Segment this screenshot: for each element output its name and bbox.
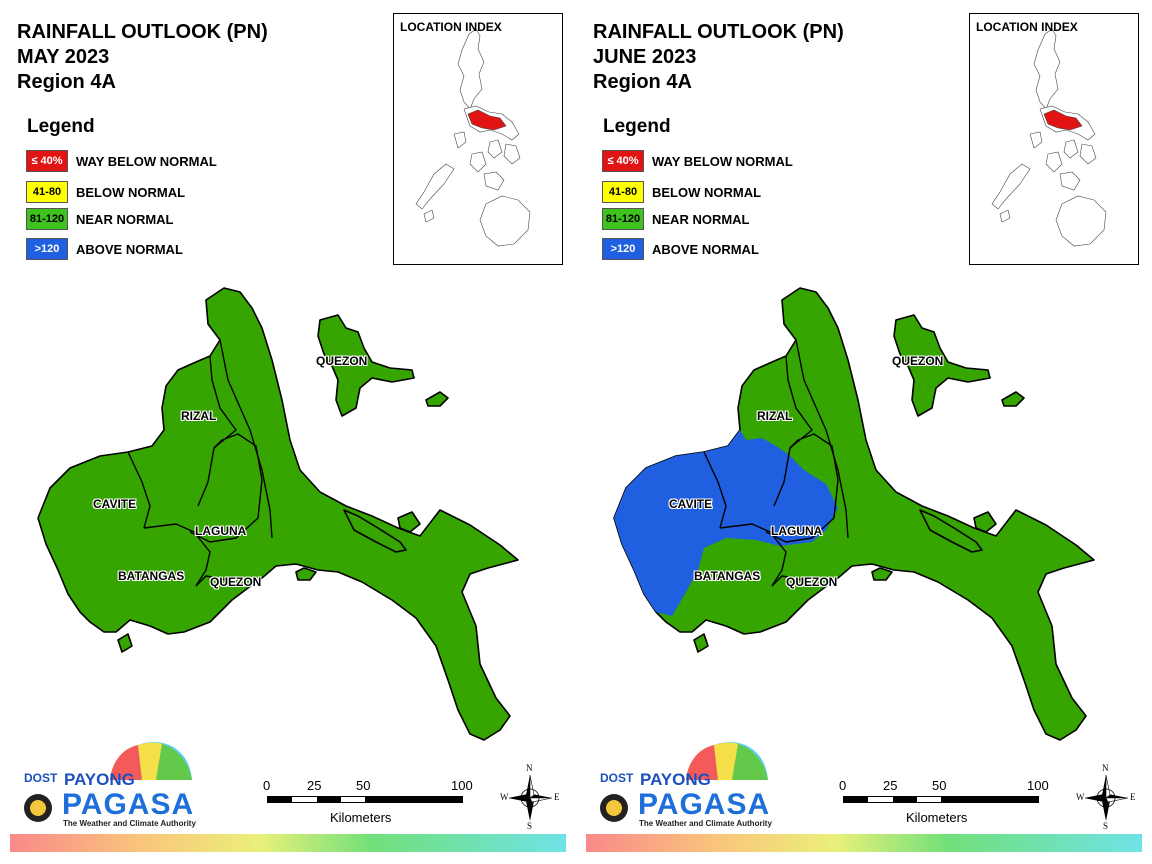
compass-rose-icon [508,774,553,821]
compass-s: S [1103,821,1109,831]
legend-swatch: >120 [26,238,68,260]
legend-label: WAY BELOW NORMAL [76,154,217,169]
panel-may: RAINFALL OUTLOOK (PN) MAY 2023 Region 4A… [10,13,566,852]
legend-swatch: >120 [602,238,644,260]
title-line-1: RAINFALL OUTLOOK (PN) [17,21,268,43]
label-batangas: BATANGAS [118,569,185,583]
scale-tick-25: 25 [307,778,322,793]
label-laguna: LAGUNA [771,524,823,538]
compass-e: E [1130,792,1136,802]
scale-tick-50: 50 [356,778,371,793]
logo-dost-text: DOST [24,771,58,785]
inset-title: LOCATION INDEX [976,20,1078,34]
label-rizal: RIZAL [181,409,217,423]
legend-swatch: ≤ 40% [26,150,68,172]
legend-swatch: ≤ 40% [602,150,644,172]
location-index-inset: LOCATION INDEX [969,13,1139,265]
label-rizal: RIZAL [757,409,793,423]
scale-tick-25: 25 [883,778,898,793]
label-quezon-north: QUEZON [316,354,368,368]
scale-tick-0: 0 [263,778,271,793]
region-4a-highlight [467,109,507,131]
label-quezon-south: QUEZON [786,575,838,589]
title-line-2: JUNE 2023 [593,46,697,68]
philippines-map [991,28,1107,247]
legend-label: NEAR NORMAL [652,212,750,227]
logo-payong-text: PAYONG [64,770,135,789]
title-line-1: RAINFALL OUTLOOK (PN) [593,21,844,43]
logo-payong-text: PAYONG [640,770,711,789]
compass-n: N [1102,763,1109,773]
logo-tagline: The Weather and Climate Authority [63,819,196,828]
logo-tagline: The Weather and Climate Authority [639,819,772,828]
scale-bar: 0 25 50 100 Kilometers [263,778,475,828]
legend-label: ABOVE NORMAL [76,242,183,257]
title-line-3: Region 4A [593,71,692,93]
location-index-inset: LOCATION INDEX [393,13,563,265]
legend-item-way-below: ≤ 40% WAY BELOW NORMAL [602,150,862,174]
scale-bar: 0 25 50 100 Kilometers [839,778,1051,828]
label-laguna: LAGUNA [195,524,247,538]
philippines-map [415,28,531,247]
scale-bar-graphic [843,796,1039,803]
legend-item-near: 81-120 NEAR NORMAL [26,208,286,232]
north-arrow: N S E W [1076,763,1136,831]
legend-swatch: 41-80 [602,181,644,203]
compass-e: E [554,792,560,802]
inset-title: LOCATION INDEX [400,20,502,34]
map-title: RAINFALL OUTLOOK (PN) MAY 2023 Region 4A [17,20,268,95]
legend-swatch: 81-120 [602,208,644,230]
legend-label: ABOVE NORMAL [652,242,759,257]
logo-pagasa-text: PAGASA [638,788,771,821]
title-line-3: Region 4A [17,71,116,93]
label-quezon-south: QUEZON [210,575,262,589]
logo-dost-text: DOST [600,771,634,785]
scale-tick-100: 100 [1027,778,1049,793]
payong-pagasa-logo: DOST PAYONG PAGASA The Weather and Clima… [592,740,772,832]
scale-units: Kilometers [330,810,392,825]
legend-item-below: 41-80 BELOW NORMAL [602,181,862,205]
label-cavite: CAVITE [93,497,137,511]
panel-june: RAINFALL OUTLOOK (PN) JUNE 2023 Region 4… [576,0,1152,864]
compass-w: W [500,792,509,802]
legend-item-above: >120 ABOVE NORMAL [602,238,862,262]
region-4a-highlight [1043,109,1083,131]
legend-label: NEAR NORMAL [76,212,174,227]
region-4a-map [37,287,519,741]
footer-gradient-bar [586,834,1142,852]
umbrella-logo-icon [600,742,768,822]
compass-s: S [527,821,533,831]
region-4a-map [613,287,1095,741]
legend-title: Legend [27,116,95,137]
scale-tick-50: 50 [932,778,947,793]
title-line-2: MAY 2023 [17,46,110,68]
legend-swatch: 81-120 [26,208,68,230]
legend-label: BELOW NORMAL [76,185,186,200]
compass-w: W [1076,792,1085,802]
legend-title: Legend [603,116,671,137]
legend-label: WAY BELOW NORMAL [652,154,793,169]
legend-item-above: >120 ABOVE NORMAL [26,238,286,262]
legend-item-way-below: ≤ 40% WAY BELOW NORMAL [26,150,286,174]
footer-gradient-bar [10,834,566,852]
label-batangas: BATANGAS [694,569,761,583]
legend-label: BELOW NORMAL [652,185,762,200]
north-arrow: N S E W [500,763,560,831]
payong-pagasa-logo: DOST PAYONG PAGASA The Weather and Clima… [16,740,196,832]
legend-item-near: 81-120 NEAR NORMAL [602,208,862,232]
compass-rose-icon [1084,774,1129,821]
scale-tick-0: 0 [839,778,847,793]
legend-swatch: 41-80 [26,181,68,203]
compass-n: N [526,763,533,773]
map-title: RAINFALL OUTLOOK (PN) JUNE 2023 Region 4… [593,20,844,95]
logo-pagasa-text: PAGASA [62,788,195,821]
scale-units: Kilometers [906,810,968,825]
label-quezon-north: QUEZON [892,354,944,368]
scale-tick-100: 100 [451,778,473,793]
umbrella-logo-icon [24,742,192,822]
legend-item-below: 41-80 BELOW NORMAL [26,181,286,205]
scale-bar-graphic [267,796,463,803]
label-cavite: CAVITE [669,497,713,511]
